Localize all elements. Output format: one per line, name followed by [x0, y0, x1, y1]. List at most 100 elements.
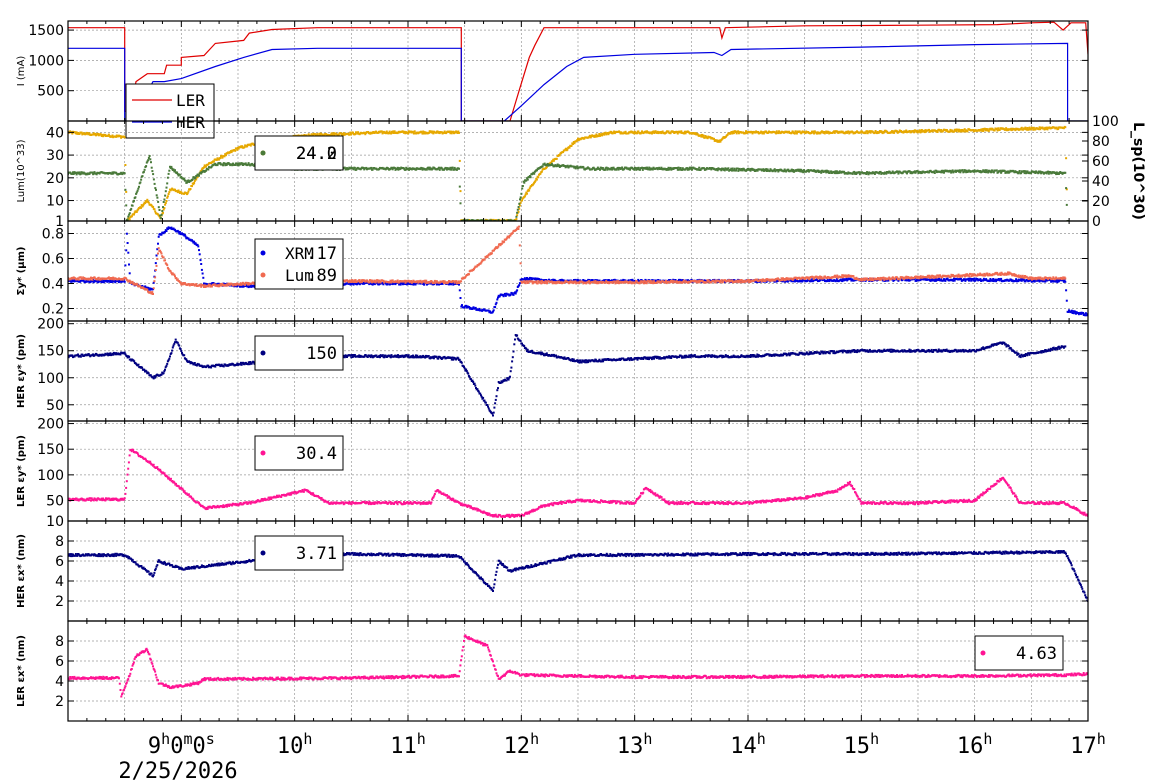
data-point — [851, 172, 854, 175]
data-point — [967, 277, 970, 280]
data-point — [650, 131, 653, 134]
data-point — [552, 159, 555, 162]
data-point — [833, 130, 836, 133]
data-point — [130, 207, 133, 210]
data-point — [408, 168, 411, 171]
data-point — [70, 280, 73, 283]
data-point — [811, 278, 814, 281]
y-tick-label: 500 — [37, 84, 64, 100]
data-point — [165, 200, 168, 202]
data-point — [589, 134, 591, 137]
data-point — [991, 169, 994, 172]
data-point — [528, 187, 531, 190]
data-point — [174, 275, 176, 278]
data-point — [415, 168, 418, 171]
data-point — [490, 219, 493, 221]
data-point — [485, 219, 488, 221]
y-tick-label: 1000 — [28, 53, 64, 69]
legend-box — [254, 135, 344, 171]
data-point — [1033, 170, 1036, 173]
data-point — [198, 174, 200, 177]
data-point — [846, 172, 849, 175]
data-point — [1003, 169, 1006, 172]
data-point — [510, 219, 513, 221]
data-point — [999, 169, 1002, 172]
data-point — [985, 171, 988, 174]
data-point — [901, 279, 903, 282]
data-point — [847, 130, 850, 133]
data-point — [481, 219, 483, 221]
data-point — [644, 130, 647, 133]
data-point — [101, 281, 104, 284]
data-point — [239, 163, 242, 166]
data-point — [639, 168, 641, 171]
data-point — [606, 168, 609, 171]
data-point — [949, 170, 952, 172]
data-point — [963, 128, 966, 131]
data-point — [836, 277, 839, 280]
data-point — [72, 277, 74, 280]
data-point — [845, 130, 848, 133]
data-point — [459, 297, 462, 299]
data-point — [717, 281, 720, 283]
data-point — [187, 179, 190, 182]
data-point — [112, 276, 115, 279]
data-point — [905, 129, 908, 132]
data-point — [450, 168, 453, 171]
data-point — [588, 279, 591, 281]
data-point — [649, 168, 651, 171]
data-point — [177, 189, 180, 192]
data-point — [316, 133, 319, 136]
data-point — [622, 279, 625, 282]
data-point — [992, 171, 995, 174]
data-point — [75, 173, 78, 176]
data-point — [144, 202, 147, 205]
data-point — [123, 280, 126, 283]
data-point — [823, 131, 826, 133]
data-point — [819, 132, 822, 135]
data-point — [914, 129, 917, 132]
data-point — [993, 129, 996, 132]
data-point — [798, 168, 801, 171]
data-point — [811, 131, 814, 134]
data-point — [156, 196, 159, 199]
data-point — [175, 277, 178, 280]
data-point — [422, 130, 425, 133]
data-point — [94, 280, 97, 283]
data-point — [898, 130, 901, 133]
data-point — [892, 130, 895, 133]
data-point — [982, 277, 985, 280]
data-point — [476, 219, 478, 221]
data-point — [512, 293, 515, 296]
data-point — [352, 283, 355, 286]
data-point — [546, 162, 549, 165]
data-point — [88, 172, 91, 175]
data-point — [602, 132, 605, 135]
data-point — [941, 171, 944, 174]
data-point — [99, 278, 102, 281]
data-point — [919, 171, 922, 173]
data-point — [396, 166, 399, 169]
data-point — [143, 168, 146, 171]
data-point — [958, 169, 961, 172]
data-point — [241, 162, 244, 165]
data-point — [391, 131, 394, 134]
data-point — [1054, 171, 1057, 174]
data-point — [216, 164, 219, 167]
data-point — [573, 142, 576, 145]
data-point — [399, 167, 402, 170]
data-point — [193, 182, 196, 184]
data-point — [110, 135, 113, 138]
data-point — [194, 176, 197, 179]
data-point — [878, 131, 881, 134]
data-point — [521, 199, 523, 202]
data-point — [515, 218, 518, 220]
data-point — [176, 173, 179, 176]
data-point — [915, 129, 918, 132]
data-point — [166, 228, 169, 230]
data-point — [367, 131, 370, 133]
data-point — [181, 232, 183, 235]
data-point — [126, 242, 129, 244]
data-point — [873, 171, 876, 174]
data-point — [110, 281, 113, 283]
